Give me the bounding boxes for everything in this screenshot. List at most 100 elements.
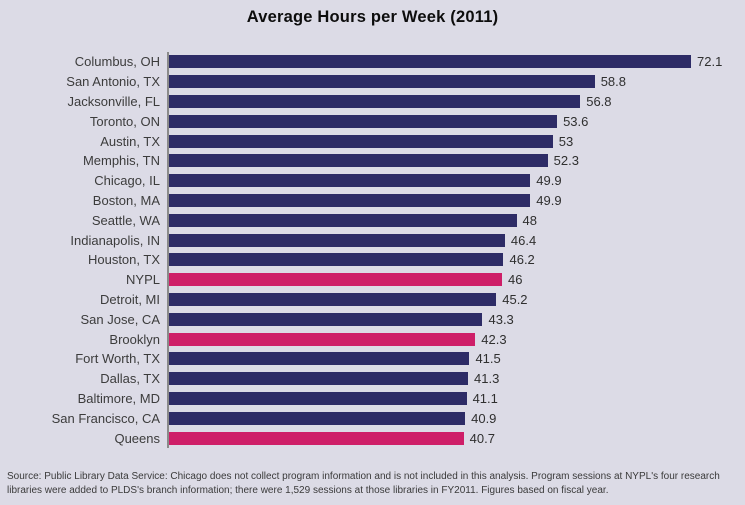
category-label: Boston, MA [92, 192, 160, 208]
category-label: NYPL [126, 272, 160, 288]
category-label: Dallas, TX [100, 371, 160, 387]
category-label: Baltimore, MD [77, 390, 160, 406]
bar [169, 55, 691, 69]
value-label: 46 [508, 272, 523, 288]
bar-row: Columbus, OH 72.1 [0, 52, 745, 72]
category-label: Seattle, WA [91, 212, 160, 228]
bar-row: Baltimore, MD 41.1 [0, 388, 745, 409]
value-label: 72.1 [697, 54, 723, 70]
bar-track: 46.2 [167, 249, 745, 270]
value-label: 41.1 [472, 390, 498, 406]
value-label: 42.3 [481, 331, 507, 347]
bar-track: 45.2 [167, 289, 745, 310]
bar-row: Seattle, WA 48 [0, 210, 745, 231]
bar-highlighted [169, 431, 464, 445]
value-label: 45.2 [502, 291, 528, 307]
category-label: Indianapolis, IN [70, 232, 160, 248]
bar-row: Austin, TX 53 [0, 131, 745, 151]
bar-highlighted [169, 273, 503, 287]
bar [169, 312, 483, 326]
value-label: 40.7 [469, 430, 495, 446]
value-label: 58.8 [600, 74, 627, 90]
bar-row: Houston, TX 46.2 [0, 249, 745, 270]
bar-row: San Antonio, TX 58.8 [0, 71, 745, 92]
bar-track: 41.1 [167, 388, 745, 409]
bar-track: 46 [167, 269, 745, 290]
bar-track: 41.3 [167, 368, 745, 389]
bar [169, 114, 558, 128]
bar-track: 49.9 [167, 190, 745, 211]
bar [169, 372, 468, 386]
bar-track: 72.1 [167, 52, 745, 72]
value-label: 40.9 [471, 410, 497, 426]
bar [169, 292, 497, 306]
bar-row: Brooklyn 42.3 [0, 329, 745, 349]
bar-row: San Jose, CA 43.3 [0, 309, 745, 330]
value-label: 48 [522, 212, 537, 228]
bar [169, 174, 531, 188]
bar-track: 53 [167, 131, 745, 151]
bar-row: Jacksonville, FL 56.8 [0, 91, 745, 112]
category-label: Queens [114, 430, 160, 446]
value-label: 41.5 [475, 351, 501, 367]
bar [169, 75, 595, 89]
bar-track: 41.5 [167, 348, 745, 369]
bar [169, 233, 505, 247]
bar-track: 53.6 [167, 111, 745, 132]
bar [169, 253, 504, 267]
value-label: 41.3 [474, 371, 500, 387]
bar-row: Memphis, TN 52.3 [0, 150, 745, 171]
bar [169, 411, 466, 425]
bar-row: Toronto, ON 53.6 [0, 111, 745, 132]
bar-row: Detroit, MI 45.2 [0, 289, 745, 310]
bar-row: Queens 40.7 [0, 428, 745, 448]
bar-track: 49.9 [167, 170, 745, 191]
bar [169, 134, 553, 148]
bar-track: 52.3 [167, 150, 745, 171]
bar [169, 154, 548, 168]
source-note: Source: Public Library Data Service: Chi… [7, 471, 720, 496]
category-label: Fort Worth, TX [75, 351, 160, 367]
bar-track: 56.8 [167, 91, 745, 112]
category-label: San Antonio, TX [66, 74, 160, 90]
category-label: Brooklyn [109, 331, 160, 347]
bar [169, 94, 581, 108]
bar-highlighted [169, 332, 476, 346]
value-label: 53.6 [563, 113, 589, 129]
category-label: San Jose, CA [80, 311, 161, 327]
value-label: 52.3 [553, 153, 579, 169]
category-label: Chicago, IL [94, 173, 160, 189]
value-label: 56.8 [586, 93, 612, 109]
category-label: Houston, TX [87, 252, 160, 268]
bar-row: NYPL 46 [0, 269, 745, 290]
bar [169, 391, 467, 405]
bar-track: 42.3 [167, 329, 745, 349]
bar-track: 40.7 [167, 428, 745, 448]
value-label: 49.9 [536, 192, 562, 208]
value-label: 53 [558, 133, 574, 149]
category-label: Memphis, TN [82, 153, 160, 169]
category-label: Detroit, MI [100, 291, 160, 307]
bar [169, 193, 531, 207]
bar-row: Boston, MA 49.9 [0, 190, 745, 211]
bar-row: Indianapolis, IN 46.4 [0, 230, 745, 250]
category-label: San Francisco, CA [51, 410, 160, 426]
chart-title: Average Hours per Week (2011) [246, 8, 499, 26]
value-label: 43.3 [488, 311, 514, 327]
value-label: 46.4 [510, 232, 537, 248]
bar-track: 48 [167, 210, 745, 231]
bar-row: Chicago, IL 49.9 [0, 170, 745, 191]
bar-track: 58.8 [167, 71, 745, 92]
category-label: Jacksonville, FL [67, 93, 160, 109]
bar [169, 213, 517, 227]
bar-track: 43.3 [167, 309, 745, 330]
category-label: Austin, TX [100, 133, 160, 149]
value-label: 49.9 [536, 173, 562, 189]
bar [169, 352, 470, 366]
value-label: 46.2 [509, 252, 535, 268]
bar-track: 40.9 [167, 408, 745, 429]
bar-track: 46.4 [167, 230, 745, 250]
bar-row: San Francisco, CA 40.9 [0, 408, 745, 429]
category-label: Toronto, ON [89, 113, 160, 129]
